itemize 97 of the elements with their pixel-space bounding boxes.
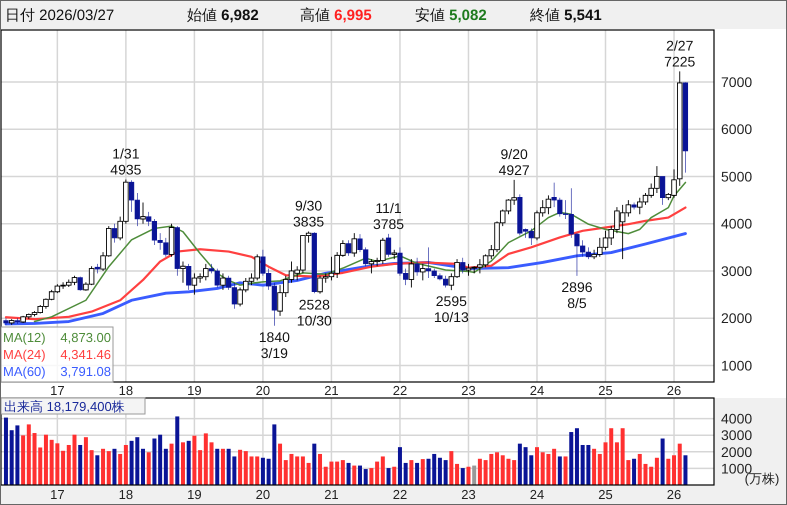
bar bbox=[21, 435, 26, 485]
bar bbox=[220, 448, 225, 485]
bar bbox=[238, 450, 242, 485]
y-tick-label: 1000 bbox=[721, 357, 752, 374]
text: MA(24) bbox=[3, 347, 46, 362]
bar bbox=[558, 456, 562, 485]
x-tick-label: 26 bbox=[666, 487, 682, 502]
y-tick-label: 3000 bbox=[721, 262, 752, 279]
y-tick-label: 6000 bbox=[721, 121, 752, 138]
bar bbox=[346, 462, 351, 485]
text: 安値 5,082 bbox=[415, 7, 487, 24]
bar bbox=[466, 466, 470, 485]
annotation: 出来高 18,179,400株 bbox=[4, 399, 125, 414]
y-tick-label: 2000 bbox=[721, 310, 752, 326]
x-tick-label: 17 bbox=[50, 383, 65, 398]
bar bbox=[226, 448, 231, 485]
bar bbox=[592, 448, 596, 485]
bar bbox=[380, 456, 385, 485]
bar bbox=[352, 466, 356, 485]
bar bbox=[118, 454, 122, 485]
bar bbox=[654, 458, 659, 485]
x-tick-label: 25 bbox=[598, 383, 613, 398]
series-label: MA(12) bbox=[3, 330, 46, 345]
x-tick-label: 19 bbox=[187, 383, 202, 398]
bar bbox=[112, 448, 116, 485]
x-tick-label: 18 bbox=[118, 487, 134, 502]
annotation: 2/27 7225 bbox=[664, 37, 696, 70]
bar bbox=[180, 442, 185, 485]
text: 終値 5,541 bbox=[529, 7, 602, 24]
bar bbox=[683, 455, 688, 485]
annotation: 11/1 3785 bbox=[372, 200, 404, 232]
bar bbox=[472, 466, 476, 485]
annotation: 4,341.46 bbox=[60, 347, 111, 362]
text: MA(60) bbox=[3, 364, 46, 379]
bar bbox=[170, 444, 174, 485]
bar bbox=[564, 456, 568, 485]
x-tick-label: 24 bbox=[530, 487, 544, 502]
y-tick-label: 2000 bbox=[721, 444, 752, 460]
bar bbox=[95, 455, 100, 485]
x-tick-label: 22 bbox=[392, 383, 408, 398]
annotation: 1/31 4935 bbox=[110, 146, 142, 178]
bar bbox=[232, 456, 236, 485]
bar bbox=[186, 440, 191, 485]
y-tick-label: 3000 bbox=[721, 427, 752, 444]
annotation: 2896 8/5 bbox=[561, 278, 593, 311]
annotation: 9/30 3835 bbox=[293, 198, 324, 230]
bar bbox=[101, 448, 106, 485]
bar bbox=[420, 459, 425, 485]
bar bbox=[278, 444, 282, 485]
bar bbox=[175, 416, 180, 485]
bar bbox=[460, 468, 465, 485]
y-tick-label: 4000 bbox=[721, 216, 752, 232]
x-tick-label: 24 bbox=[530, 383, 544, 398]
bar bbox=[392, 466, 396, 485]
bar bbox=[386, 468, 391, 485]
bar bbox=[312, 444, 316, 485]
bar bbox=[78, 444, 82, 485]
x-tick-label: 22 bbox=[392, 487, 408, 502]
y-tick-label: 5000 bbox=[721, 168, 752, 184]
bar bbox=[660, 438, 665, 485]
bar bbox=[409, 460, 414, 485]
y-tick-label: 4000 bbox=[721, 410, 752, 427]
annotation: 3,791.08 bbox=[60, 364, 111, 379]
x-tick-label: 21 bbox=[324, 383, 339, 398]
bar bbox=[529, 455, 534, 485]
annotation: 1840 3/19 bbox=[258, 328, 290, 361]
text: 高値 6,995 bbox=[300, 7, 372, 24]
annotation: 9/20 4927 bbox=[498, 146, 530, 178]
bar bbox=[340, 460, 345, 485]
bar bbox=[586, 444, 590, 485]
bar bbox=[415, 462, 420, 485]
bar bbox=[632, 458, 636, 485]
text: 日付 2026/03/27 bbox=[5, 7, 114, 24]
x-tick-label: 26 bbox=[666, 383, 682, 398]
x-tick-label: 23 bbox=[461, 487, 476, 502]
bar bbox=[164, 448, 168, 485]
bar bbox=[130, 440, 134, 485]
bar bbox=[15, 425, 20, 485]
bar bbox=[146, 452, 151, 485]
bar bbox=[272, 424, 276, 485]
x-tick-label: 23 bbox=[461, 383, 476, 398]
x-tick-label: 20 bbox=[256, 383, 270, 398]
annotation: 4,873.00 bbox=[60, 330, 111, 345]
x-tick-label: 20 bbox=[256, 487, 270, 502]
bar bbox=[215, 448, 220, 485]
x-tick-label: 21 bbox=[324, 487, 339, 502]
x-tick-label: 25 bbox=[598, 487, 613, 502]
bar bbox=[626, 460, 630, 485]
y-tick-label: 7000 bbox=[721, 74, 752, 90]
x-tick-label: 18 bbox=[118, 383, 134, 398]
bar bbox=[106, 451, 111, 485]
annotation: 2595 10/13 bbox=[434, 293, 470, 326]
annotation: 2528 10/30 bbox=[296, 296, 332, 328]
bar bbox=[124, 444, 128, 485]
text: 始値 6,982 bbox=[187, 7, 259, 24]
x-tick-label: 17 bbox=[50, 487, 65, 502]
x-tick-label: 19 bbox=[187, 487, 202, 502]
